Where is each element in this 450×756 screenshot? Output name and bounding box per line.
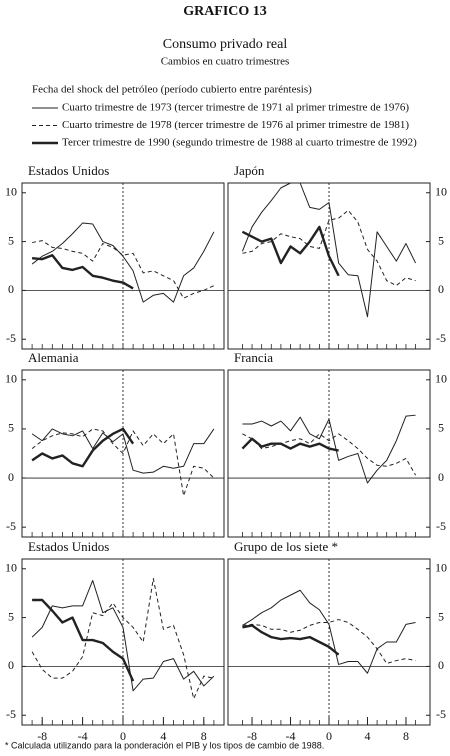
- x-tick-label: 4: [160, 729, 166, 743]
- series-line: [242, 209, 416, 287]
- y-tick-label: 0: [8, 282, 14, 296]
- x-tick-label: 0: [326, 729, 332, 743]
- panel-title: Japón: [234, 163, 265, 178]
- series-line: [31, 578, 214, 700]
- y-tick-label: 5: [438, 233, 444, 247]
- legend-label: Tercer trimestre de 1990 (segundo trimes…: [62, 137, 417, 149]
- footnote: * Calculada utilizando para la ponderaci…: [5, 740, 324, 750]
- legend-title: Fecha del shock del petróleo (período cu…: [32, 84, 312, 96]
- x-tick-label: 8: [201, 729, 207, 743]
- series-line: [31, 427, 135, 468]
- x-tick-label: -4: [286, 729, 296, 743]
- y-tick-label: 0: [438, 282, 444, 296]
- series-line: [241, 182, 417, 318]
- title: GRAFICO 13: [183, 4, 267, 19]
- y-tick-label: -5: [436, 331, 446, 345]
- series-line: [242, 433, 417, 476]
- y-tick-label: -5: [436, 519, 446, 533]
- y-tick-label: 0: [8, 470, 14, 484]
- y-tick-label: -5: [6, 519, 16, 533]
- y-tick-label: 10: [435, 185, 447, 199]
- x-tick-label: 8: [403, 729, 409, 743]
- y-tick-label: 10: [5, 561, 17, 575]
- series-line: [31, 222, 215, 303]
- legend-label: Cuarto trimestre de 1978 (tercer trimest…: [62, 119, 409, 131]
- y-tick-label: 0: [8, 658, 14, 672]
- series-line: [241, 225, 340, 277]
- y-tick-label: 5: [8, 421, 14, 435]
- series-line: [31, 428, 215, 497]
- x-tick-label: -8: [247, 729, 257, 743]
- y-tick-label: 10: [5, 185, 17, 199]
- series-line: [241, 437, 339, 452]
- y-tick-label: 0: [438, 470, 444, 484]
- panel-title: Alemania: [28, 350, 79, 365]
- panel-title: Estados Unidos: [28, 539, 109, 554]
- y-tick-label: -5: [436, 707, 446, 721]
- subtitle: Consumo privado real: [163, 37, 288, 52]
- panel-title: Estados Unidos: [28, 163, 109, 178]
- series-line: [31, 428, 215, 474]
- series-line: [242, 589, 416, 674]
- y-tick-label: -5: [6, 707, 16, 721]
- y-tick-label: 0: [438, 658, 444, 672]
- series-line: [242, 624, 340, 656]
- x-tick-label: 4: [364, 729, 370, 743]
- panel-title: Grupo de los siete *: [234, 539, 338, 554]
- subtitle2: Cambios en cuatro trimestres: [161, 56, 290, 68]
- y-tick-label: 10: [435, 561, 447, 575]
- x-tick-label: 0: [120, 729, 126, 743]
- y-tick-label: 10: [5, 372, 17, 386]
- panel-title: Francia: [234, 350, 273, 365]
- series-line: [242, 619, 416, 664]
- series-line: [32, 240, 215, 299]
- series-line: [32, 598, 135, 682]
- x-tick-label: -8: [37, 729, 47, 743]
- x-tick-label: -4: [78, 729, 88, 743]
- series-line: [242, 414, 416, 484]
- series-line: [31, 579, 215, 692]
- y-tick-label: 5: [8, 609, 14, 623]
- y-tick-label: 5: [438, 421, 444, 435]
- y-tick-label: 10: [435, 372, 447, 386]
- y-tick-label: -5: [6, 331, 16, 345]
- y-tick-label: 5: [8, 233, 14, 247]
- legend-label: Cuarto trimestre de 1973 (tercer trimest…: [62, 102, 409, 114]
- series-line: [31, 254, 134, 290]
- y-tick-label: 5: [438, 609, 444, 623]
